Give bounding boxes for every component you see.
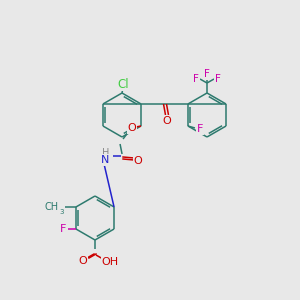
Text: O: O bbox=[79, 256, 87, 266]
Text: F: F bbox=[215, 74, 221, 84]
Text: O: O bbox=[128, 123, 136, 133]
Text: F: F bbox=[60, 224, 66, 234]
Text: O: O bbox=[134, 156, 142, 166]
Text: N: N bbox=[101, 155, 109, 165]
Text: 3: 3 bbox=[59, 209, 63, 215]
Text: F: F bbox=[197, 124, 203, 134]
Text: CH: CH bbox=[45, 202, 59, 212]
Text: H: H bbox=[102, 148, 110, 158]
Text: Cl: Cl bbox=[117, 77, 129, 91]
Text: OH: OH bbox=[101, 257, 118, 267]
Text: O: O bbox=[162, 116, 171, 126]
Text: F: F bbox=[193, 74, 199, 84]
Text: F: F bbox=[204, 69, 210, 79]
